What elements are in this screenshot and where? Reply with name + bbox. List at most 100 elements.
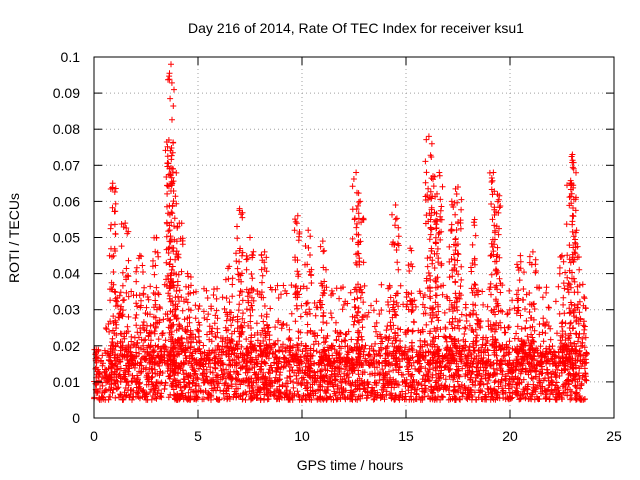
data-point: [434, 350, 441, 357]
data-point: [428, 226, 435, 233]
data-point: [374, 364, 380, 371]
data-point: [317, 383, 324, 390]
data-point: [455, 271, 462, 278]
data-point: [467, 376, 474, 382]
data-point: [107, 297, 114, 304]
data-point: [237, 392, 244, 399]
data-point: [489, 336, 496, 343]
data-point: [319, 238, 326, 245]
data-point: [454, 295, 461, 302]
data-point: [303, 343, 310, 350]
data-point: [480, 301, 487, 308]
data-point: [547, 336, 554, 343]
data-point: [150, 257, 156, 264]
data-point: [318, 280, 325, 287]
data-point: [124, 272, 131, 279]
data-point: [148, 337, 154, 344]
data-point: [286, 326, 293, 333]
data-point: [451, 324, 458, 331]
data-point: [399, 388, 406, 395]
data-point: [113, 298, 120, 305]
data-point: [151, 366, 158, 373]
data-point: [286, 335, 293, 342]
data-point: [435, 255, 442, 262]
data-point: [142, 310, 149, 317]
data-point: [239, 297, 246, 304]
data-point: [534, 362, 541, 369]
data-point: [405, 359, 412, 366]
data-point: [491, 379, 498, 386]
data-point: [428, 204, 435, 211]
y-tick-label: 0.05: [53, 230, 80, 246]
data-point: [152, 291, 159, 298]
data-point: [121, 373, 128, 380]
data-point: [138, 368, 145, 375]
data-point: [357, 395, 364, 402]
data-point: [381, 374, 388, 381]
data-point: [453, 227, 460, 233]
data-point: [557, 344, 564, 350]
data-point: [160, 316, 167, 323]
data-point: [391, 384, 398, 391]
data-point: [450, 376, 457, 383]
data-point: [247, 340, 254, 347]
data-point: [166, 211, 173, 218]
data-point: [274, 395, 281, 402]
data-point: [571, 278, 578, 285]
data-point: [210, 292, 217, 298]
data-point: [522, 306, 528, 312]
data-point: [135, 334, 142, 341]
data-point: [517, 252, 524, 259]
data-point: [517, 395, 524, 402]
data-point: [213, 295, 220, 302]
data-point: [559, 334, 566, 341]
data-point: [133, 292, 140, 299]
data-point: [546, 304, 552, 311]
data-point: [543, 395, 550, 402]
data-point: [168, 323, 175, 330]
data-point: [561, 285, 568, 292]
data-point: [143, 364, 150, 371]
data-point: [351, 296, 358, 303]
data-point: [484, 338, 491, 344]
data-point: [504, 360, 511, 367]
data-point: [163, 174, 170, 180]
data-point: [268, 364, 275, 371]
data-point: [543, 284, 550, 291]
data-point: [228, 337, 235, 344]
data-point: [299, 348, 306, 355]
data-point: [335, 365, 342, 372]
data-point: [526, 259, 533, 266]
data-point: [143, 381, 150, 388]
data-point: [322, 366, 329, 373]
data-point: [183, 283, 189, 290]
data-point: [497, 346, 504, 353]
data-point: [286, 368, 293, 374]
data-point: [506, 338, 513, 345]
data-point: [540, 315, 547, 322]
data-point: [311, 360, 318, 367]
data-point: [185, 389, 192, 396]
data-point: [168, 338, 174, 345]
data-point: [376, 371, 383, 378]
data-point: [259, 327, 266, 334]
data-point: [279, 348, 286, 355]
data-point: [343, 372, 350, 379]
data-point: [267, 305, 274, 312]
data-point: [456, 325, 463, 332]
data-point: [405, 383, 412, 389]
data-point: [233, 390, 240, 397]
data-point: [581, 295, 588, 302]
data-point: [233, 359, 239, 366]
data-point: [304, 371, 311, 378]
data-point: [426, 236, 433, 243]
data-point: [112, 230, 119, 237]
data-point: [165, 245, 172, 252]
data-point: [129, 378, 136, 385]
data-point: [392, 216, 399, 223]
data-point: [148, 365, 155, 372]
data-point: [568, 377, 575, 384]
data-point: [379, 360, 385, 367]
data-point: [307, 384, 314, 391]
data-point: [573, 194, 579, 201]
